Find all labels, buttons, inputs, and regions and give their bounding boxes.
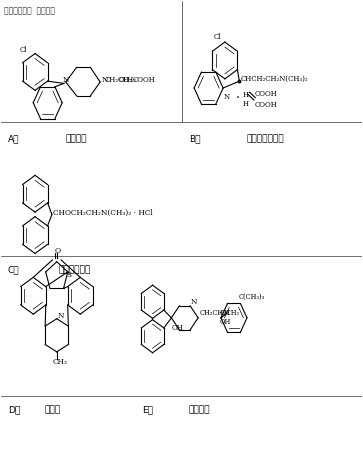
Text: CH₂CH₂CH₂: CH₂CH₂CH₂ (200, 309, 240, 317)
Text: Cl: Cl (20, 47, 27, 54)
Text: S: S (67, 271, 72, 279)
Text: 盐酸苯海拉明: 盐酸苯海拉明 (58, 265, 91, 274)
Text: N: N (62, 76, 69, 84)
Text: O: O (119, 76, 125, 84)
Text: 西替利嗪: 西替利嗪 (66, 134, 87, 143)
Text: N: N (191, 298, 197, 306)
Text: ·: · (236, 92, 240, 105)
Text: D．: D． (8, 405, 20, 414)
Text: B．: B． (189, 134, 200, 143)
Text: Cl: Cl (214, 33, 221, 41)
Text: CH₂CH₂: CH₂CH₂ (105, 76, 133, 84)
Text: N: N (224, 93, 230, 101)
Text: N: N (57, 313, 64, 320)
Text: CHCH₂CH₂N(CH₃)₂: CHCH₂CH₂N(CH₃)₂ (240, 75, 308, 83)
Text: C．: C． (8, 265, 20, 274)
Text: CH₃: CH₃ (52, 358, 67, 366)
Text: 酮替芬: 酮替芬 (44, 405, 60, 414)
Text: H: H (242, 100, 248, 108)
Text: 西药学专业一  押题密卷: 西药学专业一 押题密卷 (4, 6, 55, 15)
Text: CHOCH₂CH₂N(CH₃)₂ · HCl: CHOCH₂CH₂N(CH₃)₂ · HCl (53, 208, 153, 217)
Text: O: O (55, 247, 61, 255)
Text: 特非那定: 特非那定 (189, 405, 210, 414)
Text: A．: A． (8, 134, 20, 143)
Text: OH: OH (220, 318, 231, 325)
Text: CH: CH (220, 309, 230, 317)
Text: COOH: COOH (133, 76, 156, 84)
Text: COOH: COOH (255, 90, 278, 99)
Text: H: H (242, 91, 248, 99)
Text: COOH: COOH (255, 101, 278, 109)
Text: CH₂: CH₂ (123, 76, 137, 84)
Text: N: N (101, 76, 107, 84)
Text: E．: E． (142, 405, 153, 414)
Text: 马来酸氯苯那敏: 马来酸氯苯那敏 (246, 134, 284, 143)
Text: OH: OH (172, 324, 184, 332)
Text: C(CH₃)₃: C(CH₃)₃ (238, 293, 265, 301)
